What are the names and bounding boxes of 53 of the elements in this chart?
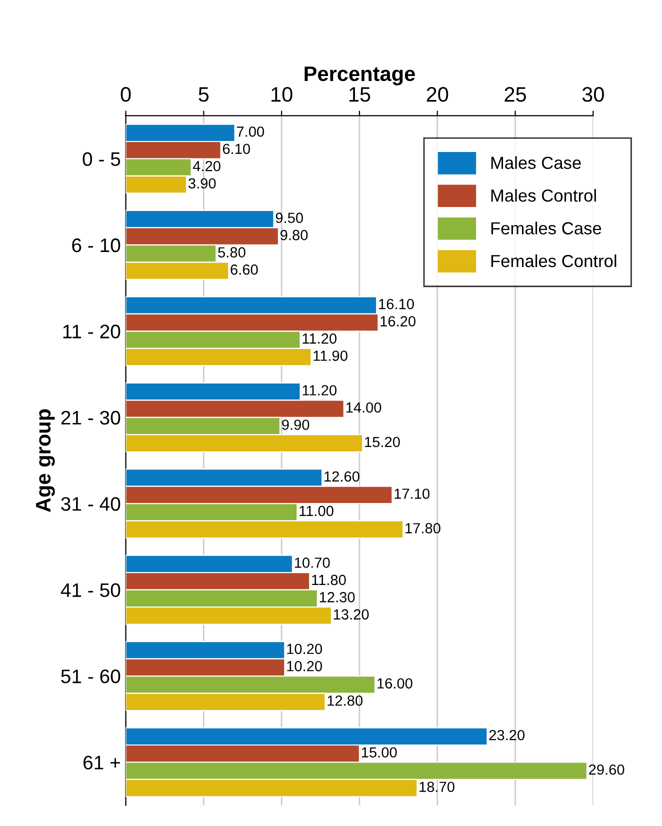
data-label: 17.10 bbox=[394, 488, 430, 499]
data-label: 10.20 bbox=[287, 644, 322, 654]
y-tick-label: 6 - 10 bbox=[72, 238, 120, 252]
data-label: 11.20 bbox=[302, 385, 336, 396]
legend-label: Females Case bbox=[491, 222, 602, 234]
y-axis-title: Age group bbox=[36, 409, 55, 512]
data-label: 16.00 bbox=[378, 678, 412, 689]
x-tick-label: 10 bbox=[272, 87, 292, 102]
data-label: 10.20 bbox=[287, 660, 322, 672]
data-label: 12.60 bbox=[324, 471, 360, 482]
data-label: 29.60 bbox=[589, 764, 624, 775]
data-label: 6.10 bbox=[222, 144, 250, 154]
data-label: 5.80 bbox=[218, 247, 246, 258]
x-tick-label: 20 bbox=[426, 87, 448, 102]
x-tick-label: 25 bbox=[504, 87, 526, 102]
x-tick-label: 0 bbox=[120, 87, 131, 102]
y-tick-label: 0 - 5 bbox=[82, 152, 120, 166]
data-label: 9.80 bbox=[280, 230, 308, 240]
data-label: 15.20 bbox=[365, 436, 400, 448]
data-label: 7.00 bbox=[236, 126, 264, 137]
data-label: 11.00 bbox=[300, 506, 334, 516]
x-axis-title: Percentage bbox=[304, 66, 415, 86]
legend-label: Males Control bbox=[491, 188, 596, 202]
y-tick-label: 11 - 20 bbox=[63, 324, 120, 338]
data-label: 14.00 bbox=[346, 402, 382, 413]
data-label: 16.20 bbox=[380, 316, 416, 326]
data-label: 11.90 bbox=[314, 350, 348, 361]
y-tick-label: 41 - 50 bbox=[60, 583, 120, 598]
y-tick-label: 51 - 60 bbox=[61, 669, 120, 684]
data-label: 10.70 bbox=[294, 558, 330, 568]
data-label: 6.60 bbox=[230, 264, 258, 275]
data-label: 17.80 bbox=[406, 523, 440, 534]
y-tick-label: 61 + bbox=[84, 756, 120, 770]
data-label: 18.70 bbox=[420, 782, 454, 792]
y-tick-label: 21 - 30 bbox=[61, 410, 120, 425]
data-label: 12.80 bbox=[328, 695, 363, 706]
data-label: 16.10 bbox=[379, 298, 414, 310]
x-tick-label: 15 bbox=[349, 87, 370, 102]
data-label: 12.30 bbox=[320, 592, 355, 602]
data-label: 9.90 bbox=[282, 420, 310, 430]
legend-label: Males Case bbox=[491, 156, 581, 170]
legend-label: Females Control bbox=[491, 254, 616, 268]
data-label: 23.20 bbox=[489, 730, 525, 740]
y-tick-label: 31 - 40 bbox=[61, 497, 120, 511]
data-label: 11.80 bbox=[312, 574, 346, 586]
x-tick-label: 5 bbox=[198, 87, 209, 102]
data-label: 9.50 bbox=[276, 212, 303, 224]
data-label: 3.90 bbox=[188, 178, 216, 189]
data-label: 11.20 bbox=[302, 333, 336, 344]
data-label: 13.20 bbox=[334, 609, 369, 620]
data-label: 15.00 bbox=[362, 747, 397, 758]
x-tick-label: 30 bbox=[582, 87, 604, 102]
data-label: 4.20 bbox=[192, 160, 220, 172]
